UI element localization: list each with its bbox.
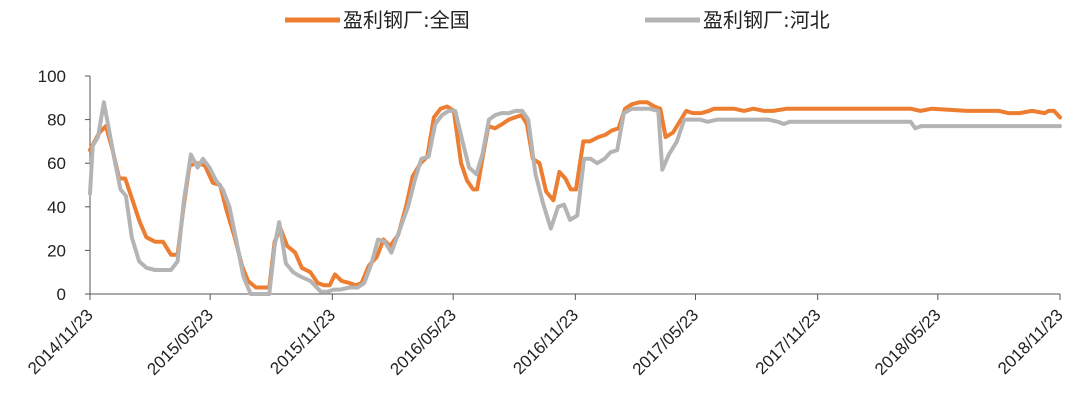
y-tick-label: 80 <box>47 111 66 130</box>
y-axis: 0 20 40 60 80 100 <box>38 67 91 304</box>
y-tick-label: 0 <box>57 285 66 304</box>
x-tick-label: 2017/05/23 <box>629 305 703 379</box>
x-axis: 2014/11/23 2015/05/23 2015/11/23 2016/05/23… <box>24 293 1067 379</box>
legend: 盈利钢厂:全国 盈利钢厂:河北 <box>285 8 830 32</box>
legend-label-1: 盈利钢厂:全国 <box>343 8 470 32</box>
series-lines <box>88 100 1062 296</box>
y-tick-label: 20 <box>47 241 66 260</box>
legend-label-2: 盈利钢厂:河北 <box>703 8 830 32</box>
x-tick-label: 2015/11/23 <box>266 305 339 378</box>
series-line-2 <box>88 100 1062 296</box>
x-tick-label: 2018/11/23 <box>994 305 1067 378</box>
x-tick-label: 2018/05/23 <box>871 305 945 379</box>
y-tick-label: 100 <box>38 67 66 86</box>
y-tick-label: 60 <box>47 154 66 173</box>
x-tick-label: 2016/05/23 <box>386 305 460 379</box>
y-tick-label: 40 <box>47 198 66 217</box>
x-tick-label: 2014/11/23 <box>24 305 97 378</box>
x-tick-label: 2015/05/23 <box>143 305 217 379</box>
x-tick-label: 2016/11/23 <box>509 305 582 378</box>
x-tick-label: 2017/11/23 <box>752 305 825 378</box>
